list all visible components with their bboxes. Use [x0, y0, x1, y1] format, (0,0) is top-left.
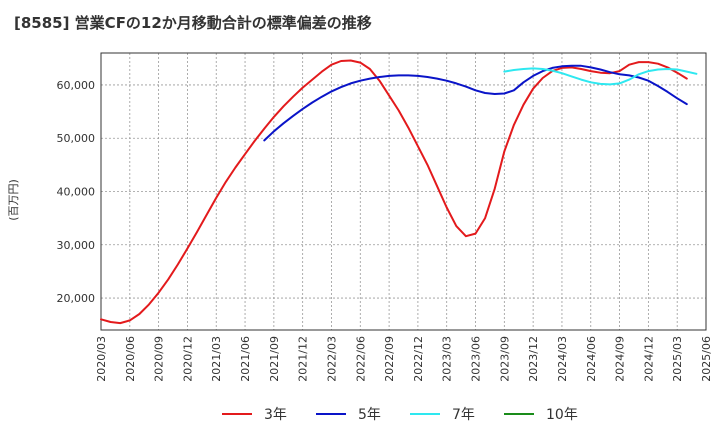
plot-frame [100, 52, 707, 331]
x-tick-label: 2025/06 [700, 336, 713, 382]
x-tick-label: 2020/09 [153, 336, 166, 382]
x-tick-label: 2024/03 [556, 336, 569, 382]
x-tick-label: 2023/12 [527, 336, 540, 382]
x-tick-label: 2025/03 [671, 336, 684, 382]
y-tick-label: 40,000 [57, 186, 96, 199]
x-tick-label: 2023/06 [470, 336, 483, 382]
x-tick-label: 2022/09 [383, 336, 396, 382]
legend-label-1: 3年 [264, 407, 287, 423]
x-tick-label: 2023/09 [498, 336, 511, 382]
x-tick-label: 2021/06 [239, 336, 252, 382]
x-tick-label: 2021/09 [268, 336, 281, 382]
x-tick-label: 2022/03 [325, 336, 338, 382]
plot-area [101, 53, 706, 330]
x-tick-label: 2024/06 [585, 336, 598, 382]
y-tick-label: 50,000 [57, 132, 96, 145]
x-tick-label: 2021/12 [297, 336, 310, 382]
legend-label-3: 7年 [452, 407, 475, 423]
series-line-1 [100, 59, 688, 325]
y-tick-label: 60,000 [57, 79, 96, 92]
series-line-3 [503, 67, 698, 86]
y-tick-label: 30,000 [57, 239, 96, 252]
x-tick-label: 2023/03 [441, 336, 454, 382]
x-tick-label: 2022/12 [412, 336, 425, 382]
x-tick-label: 2021/03 [210, 336, 223, 382]
chart-title: [8585] 営業CFの12か月移動合計の標準偏差の推移 [14, 14, 372, 32]
x-tick-label: 2024/12 [642, 336, 655, 382]
x-tick-label: 2022/06 [354, 336, 367, 382]
y-tick-label: 20,000 [57, 292, 96, 305]
legend-label-2: 5年 [358, 407, 381, 423]
x-tick-label: 2020/12 [181, 336, 194, 382]
x-tick-label: 2020/06 [124, 336, 137, 382]
y-axis-label: (百万円) [7, 179, 20, 221]
series-line-2 [263, 64, 688, 142]
x-tick-label: 2024/09 [614, 336, 627, 382]
legend-label-4: 10年 [546, 407, 578, 423]
x-tick-label: 2020/03 [95, 336, 108, 382]
